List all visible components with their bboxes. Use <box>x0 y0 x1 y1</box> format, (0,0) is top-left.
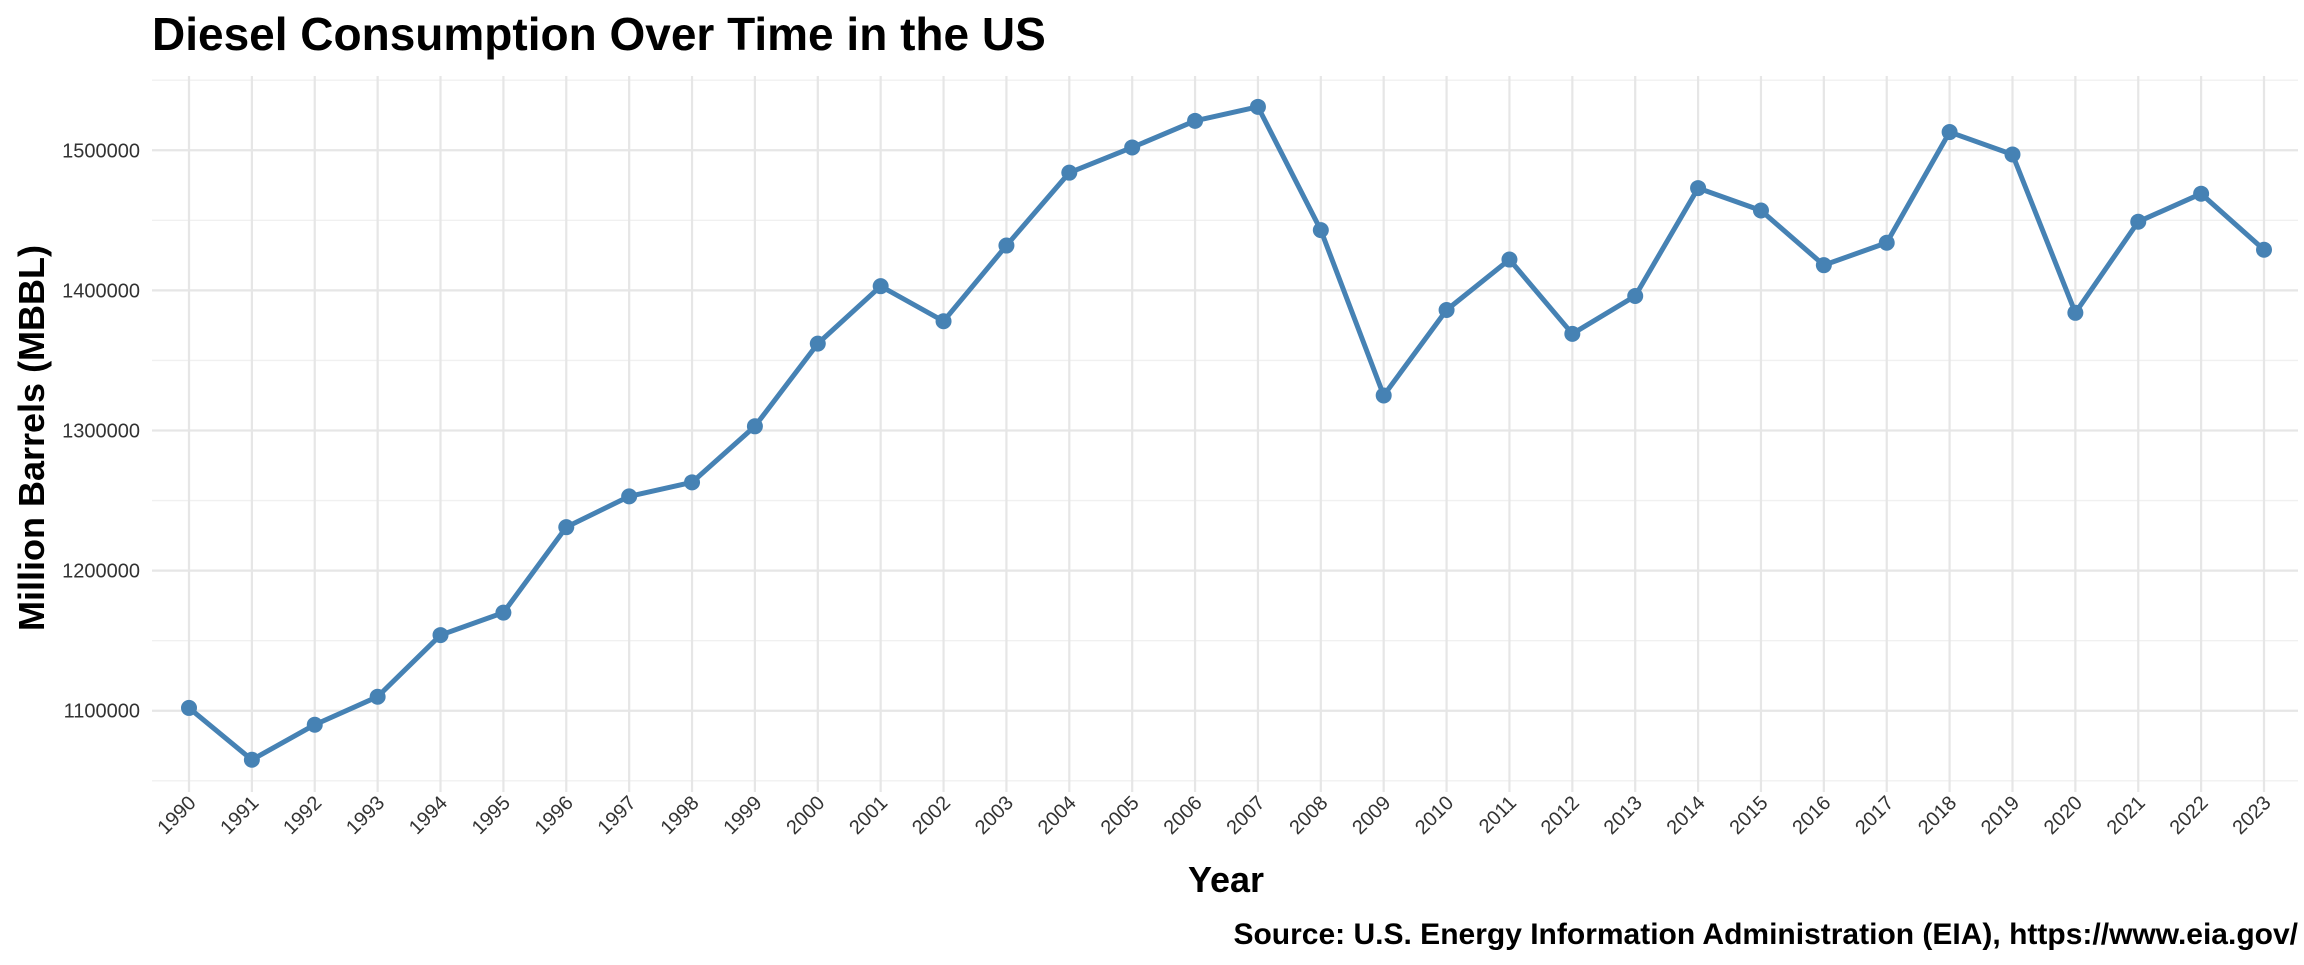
data-point <box>684 474 701 491</box>
data-point <box>1564 325 1581 342</box>
data-point <box>621 488 638 505</box>
data-point <box>369 688 386 705</box>
data-point <box>1941 124 1958 141</box>
y-tick-label: 1500000 <box>62 140 140 162</box>
y-tick-label: 1400000 <box>62 280 140 302</box>
data-point <box>2130 213 2147 230</box>
source-caption: Source: U.S. Energy Information Administ… <box>1233 918 2298 951</box>
data-point <box>1438 301 1455 318</box>
data-point <box>998 237 1015 254</box>
data-point <box>1501 251 1518 268</box>
y-axis-tick-labels: 1100000 1200000 1300000 1400000 1500000 <box>62 140 140 722</box>
data-point <box>2256 241 2272 258</box>
data-point <box>1124 139 1141 156</box>
data-point <box>1249 98 1266 115</box>
data-point <box>558 519 575 536</box>
y-tick-label: 1300000 <box>62 420 140 442</box>
data-point <box>1690 180 1707 197</box>
data-point <box>1878 234 1895 251</box>
chart-title: Diesel Consumption Over Time in the US <box>152 8 1046 60</box>
data-point <box>1187 112 1204 129</box>
data-point <box>872 278 889 295</box>
y-tick-label: 1100000 <box>64 701 140 723</box>
x-axis-title: Year <box>1188 859 1264 900</box>
y-tick-label: 1200000 <box>62 561 140 583</box>
data-point <box>2193 185 2210 202</box>
grid-lines <box>152 76 2298 792</box>
data-point <box>1627 287 1644 304</box>
data-point <box>935 313 952 330</box>
data-point <box>1061 164 1078 181</box>
data-point <box>495 604 512 621</box>
data-point <box>1375 387 1392 404</box>
data-point <box>746 418 763 435</box>
y-axis-title: Million Barrels (MBBL) <box>11 245 52 631</box>
data-point <box>809 335 826 352</box>
data-point <box>432 627 449 644</box>
series-layer <box>181 98 2272 768</box>
data-point <box>243 751 260 768</box>
data-point <box>181 699 197 716</box>
data-point <box>1815 257 1832 274</box>
data-point <box>2004 146 2021 163</box>
data-point <box>1312 222 1329 239</box>
data-point <box>2067 304 2084 321</box>
data-point <box>1752 202 1769 219</box>
series-line <box>186 104 2267 763</box>
data-point <box>306 716 323 733</box>
